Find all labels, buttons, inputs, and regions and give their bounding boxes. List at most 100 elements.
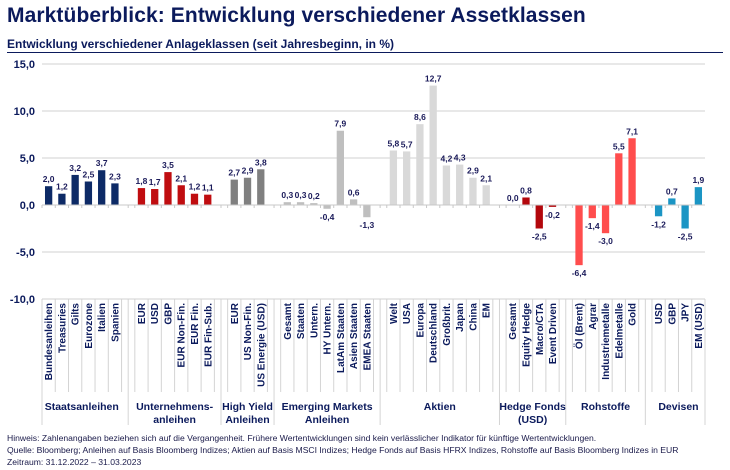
category-label: Gesamt (283, 302, 294, 339)
data-label: 0,3 (295, 190, 307, 200)
category-label: EM (482, 303, 493, 318)
group-label: Anleihen (305, 414, 349, 426)
data-label: 0,3 (281, 190, 293, 200)
group-label: High Yield (222, 401, 273, 413)
bar (668, 198, 676, 205)
bar (84, 181, 93, 205)
category-label: Staaten (296, 303, 307, 339)
bar (283, 202, 291, 205)
category-label: Macro/CTA (535, 303, 546, 355)
data-label: 0,6 (348, 187, 360, 197)
bar-chart: -10,0-5,00,05,010,015,0 2,01,23,22,53,72… (10, 59, 706, 426)
bar (535, 205, 543, 229)
data-label: -1,3 (360, 220, 375, 230)
category-label: Öl (Brent) (573, 303, 586, 349)
data-label: 3,8 (255, 157, 267, 167)
footer-source: Quelle: Bloomberg; Anleihen auf Basis Bl… (7, 445, 679, 455)
category-label: Asien Staaten (349, 303, 360, 369)
category-label: Japan (455, 303, 466, 332)
bar (323, 205, 331, 209)
y-tick-label: 0,0 (20, 200, 35, 212)
subtitle-underline (7, 52, 723, 53)
category-label: Agrar (588, 303, 599, 330)
data-label: 1,2 (189, 182, 201, 192)
bar (548, 205, 557, 207)
category-label: Gold (628, 303, 639, 326)
bar (442, 165, 451, 205)
data-label: 3,2 (69, 163, 81, 173)
category-label: Eurozone (84, 303, 95, 349)
data-label: 2,3 (109, 171, 121, 181)
bar (137, 188, 146, 205)
bar (71, 174, 79, 205)
category-label: Großbrit. (442, 303, 453, 346)
data-label: 5,8 (387, 138, 399, 148)
bar (654, 205, 663, 217)
category-label: JPY (681, 303, 692, 322)
data-label: -6,4 (572, 268, 587, 278)
group-label: Staatsanleihen (45, 401, 119, 413)
group-label: Hedge Fonds (499, 401, 566, 413)
chart-subtitle: Entwicklung verschiedener Anlageklassen … (7, 37, 395, 51)
bar (469, 177, 477, 205)
bar (429, 85, 437, 205)
category-label: EUR Fin-Sub. (203, 303, 214, 367)
data-label: -2,5 (678, 232, 693, 242)
group-labels: Staatsanleihen Unternehmens-anleihen High … (45, 401, 699, 426)
category-label: Treasuries (57, 303, 68, 353)
bar (628, 138, 636, 205)
data-label: 7,1 (626, 126, 638, 136)
bar (522, 197, 530, 205)
category-label: GBP (667, 303, 678, 325)
data-label: 2,1 (175, 173, 187, 183)
group-label: Unternehmens- (136, 401, 214, 413)
category-label: Italien (97, 303, 108, 332)
data-label: 2,9 (242, 166, 254, 176)
data-label: 0,2 (308, 191, 320, 201)
group-label: Devisen (658, 401, 698, 413)
data-label: 4,3 (454, 153, 466, 163)
data-label: 0,7 (666, 186, 678, 196)
x-axis (41, 204, 706, 425)
category-label: EUR (230, 302, 241, 324)
bar (403, 151, 411, 205)
bar (98, 170, 106, 205)
category-label: Gesamt (508, 302, 519, 339)
data-labels: 2,01,23,22,53,72,3 1,8 1,73,52,11,2 1,12,7 2… (43, 74, 705, 279)
data-label: 0,0 (507, 193, 519, 203)
data-label: -1,2 (651, 219, 666, 229)
bar (336, 130, 344, 205)
data-label: 1,8 (136, 176, 148, 186)
bar (389, 150, 398, 205)
data-label: 3,5 (162, 160, 174, 170)
bar (190, 193, 199, 205)
data-label: -1,4 (585, 221, 600, 231)
y-axis: -10,0 -5,0 0,0 5,0 10,0 15,0 (10, 59, 35, 306)
bar (482, 185, 490, 205)
data-label: -2,5 (532, 232, 547, 242)
bar (296, 202, 305, 205)
group-label: Anleihen (225, 414, 269, 426)
data-label: 5,7 (401, 139, 413, 149)
category-label: Spanien (110, 303, 121, 342)
category-label: Europa (415, 303, 426, 338)
data-label: 2,1 (480, 173, 492, 183)
category-label: US Non-Fin. (243, 303, 254, 360)
bar (310, 203, 318, 205)
category-label: EUR (137, 302, 148, 324)
bar (615, 153, 623, 205)
bar (177, 185, 185, 205)
bar (230, 179, 238, 205)
y-tick-label: 10,0 (14, 106, 35, 118)
data-label: 7,9 (334, 119, 346, 129)
category-label: EM (USD) (694, 303, 705, 349)
group-label: (USD) (518, 414, 547, 426)
data-label: 5,5 (613, 141, 625, 151)
category-label: Bundesanleihen (44, 303, 55, 380)
y-tick-label: -5,0 (16, 247, 35, 259)
data-label: 2,5 (82, 170, 94, 180)
y-tick-label: 5,0 (20, 153, 35, 165)
y-tick-label: 15,0 (14, 59, 35, 71)
category-label: Deutschland (429, 303, 440, 363)
category-label: USA (402, 303, 413, 324)
